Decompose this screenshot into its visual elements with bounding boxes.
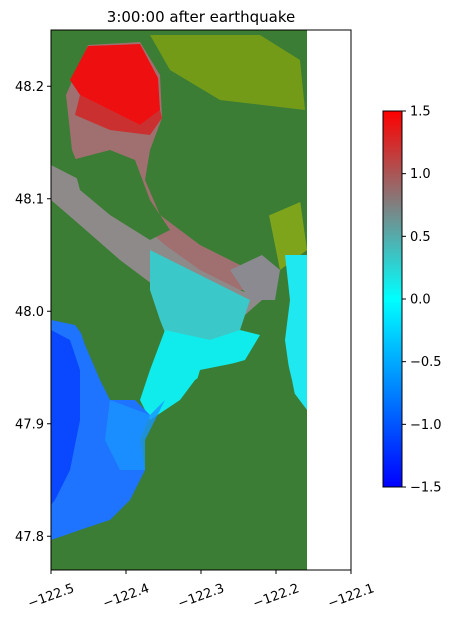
y-tick-label: 48.1 — [15, 192, 44, 207]
x-tick-label: −122.5 — [26, 581, 76, 612]
shallow-zone-north — [150, 35, 305, 110]
water-east-strip — [285, 255, 307, 410]
chart-title: 3:00:00 after earthquake — [107, 8, 295, 26]
y-tick-label: 47.9 — [15, 417, 44, 432]
colorbar-axis: −1.5 −1.0 −0.5 0.0 0.5 1.0 1.5 — [402, 105, 442, 496]
y-tick-label: 48.0 — [15, 305, 44, 320]
colorbar — [382, 110, 403, 488]
y-tick-label: 48.2 — [15, 80, 44, 95]
y-axis: 47.8 47.9 48.0 48.1 48.2 — [15, 80, 51, 545]
x-tick-label: −122.3 — [176, 581, 226, 612]
shallow-zone-east — [268, 200, 307, 270]
colorbar-tick-label: −1.0 — [410, 418, 442, 433]
colorbar-tick-label: 0.5 — [410, 230, 431, 245]
colorbar-tick-label: 1.5 — [410, 105, 431, 120]
x-tick-label: −122.1 — [326, 581, 376, 612]
x-tick-label: −122.4 — [101, 581, 151, 612]
colorbar-tick-label: 1.0 — [410, 167, 431, 182]
x-axis: −122.5 −122.4 −122.3 −122.2 −122.1 — [26, 570, 376, 612]
land-island-north — [72, 150, 170, 240]
y-tick-label: 47.8 — [15, 530, 44, 545]
land-southwest — [51, 515, 175, 570]
water-east-arm — [230, 255, 280, 300]
land-peninsula — [70, 280, 160, 395]
heatmap-field — [51, 30, 307, 570]
colorbar-tick-label: −0.5 — [410, 355, 442, 370]
land-east-north — [200, 110, 305, 230]
colorbar-tick-label: −1.5 — [410, 481, 442, 496]
x-tick-label: −122.2 — [251, 581, 301, 612]
water-south-deep — [51, 330, 80, 505]
water-red-orange — [75, 95, 162, 135]
colorbar-tick-label: 0.0 — [410, 293, 431, 308]
land-east-block — [170, 330, 307, 570]
water-red-zone — [70, 44, 160, 125]
water-south-mid — [105, 400, 165, 470]
water-central-channel — [150, 250, 250, 350]
